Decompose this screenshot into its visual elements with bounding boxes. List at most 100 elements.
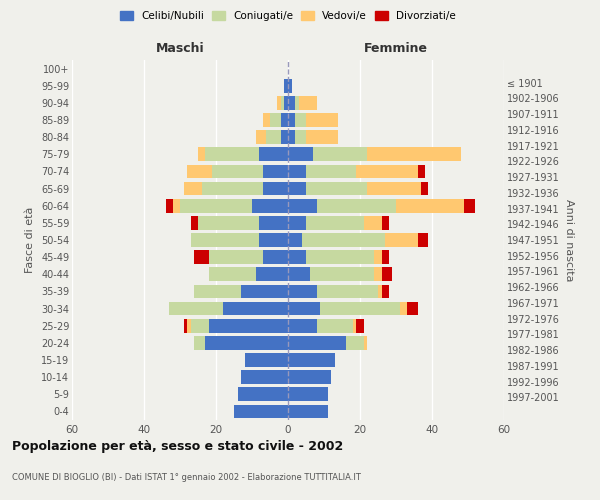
Bar	[288, 336, 346, 349]
Bar	[310, 268, 374, 281]
Bar	[364, 216, 382, 230]
Bar	[288, 319, 317, 332]
Bar	[194, 284, 241, 298]
Bar	[281, 130, 288, 144]
Bar	[306, 130, 338, 144]
Bar	[374, 268, 382, 281]
Bar	[396, 199, 464, 212]
Bar	[209, 250, 263, 264]
Bar	[288, 148, 313, 161]
Bar	[259, 148, 288, 161]
Bar	[281, 113, 288, 127]
Bar	[288, 96, 295, 110]
Bar	[187, 164, 212, 178]
Bar	[281, 96, 284, 110]
Bar	[209, 319, 288, 332]
Bar	[234, 404, 288, 418]
Bar	[288, 268, 310, 281]
Bar	[184, 319, 187, 332]
Bar	[418, 233, 428, 247]
Bar	[263, 113, 270, 127]
Bar	[263, 164, 288, 178]
Bar	[252, 199, 288, 212]
Bar	[295, 130, 306, 144]
Bar	[223, 302, 288, 316]
Bar	[288, 284, 317, 298]
Y-axis label: Fasce di età: Fasce di età	[25, 207, 35, 273]
Bar	[378, 284, 382, 298]
Bar	[198, 216, 259, 230]
Bar	[212, 164, 263, 178]
Bar	[184, 182, 202, 196]
Bar	[306, 164, 356, 178]
Bar	[367, 182, 421, 196]
Bar	[205, 336, 288, 349]
Text: COMUNE DI BIOGLIO (BI) - Dati ISTAT 1° gennaio 2002 - Elaborazione TUTTITALIA.IT: COMUNE DI BIOGLIO (BI) - Dati ISTAT 1° g…	[12, 473, 361, 482]
Bar	[256, 130, 266, 144]
Bar	[356, 164, 418, 178]
Bar	[346, 336, 364, 349]
Bar	[367, 148, 461, 161]
Bar	[288, 199, 317, 212]
Bar	[166, 199, 173, 212]
Bar	[245, 353, 288, 367]
Bar	[288, 250, 306, 264]
Bar	[288, 302, 320, 316]
Bar	[256, 268, 288, 281]
Bar	[263, 250, 288, 264]
Y-axis label: Anni di nascita: Anni di nascita	[563, 198, 574, 281]
Bar	[353, 319, 356, 332]
Bar	[284, 79, 288, 92]
Bar	[364, 336, 367, 349]
Bar	[288, 216, 306, 230]
Bar	[295, 113, 306, 127]
Bar	[385, 233, 418, 247]
Bar	[205, 148, 259, 161]
Bar	[407, 302, 418, 316]
Bar	[288, 370, 331, 384]
Bar	[320, 302, 400, 316]
Bar	[266, 130, 281, 144]
Bar	[302, 233, 385, 247]
Bar	[288, 113, 295, 127]
Bar	[263, 182, 288, 196]
Bar	[288, 353, 335, 367]
Bar	[288, 388, 328, 401]
Legend: Celibi/Nubili, Coniugati/e, Vedovi/e, Divorziati/e: Celibi/Nubili, Coniugati/e, Vedovi/e, Di…	[117, 8, 459, 24]
Bar	[241, 370, 288, 384]
Bar	[288, 79, 292, 92]
Bar	[356, 319, 364, 332]
Bar	[277, 96, 281, 110]
Bar	[382, 284, 389, 298]
Bar	[173, 199, 180, 212]
Bar	[288, 404, 328, 418]
Bar	[295, 96, 299, 110]
Text: Maschi: Maschi	[155, 42, 205, 55]
Bar	[238, 388, 288, 401]
Bar	[187, 319, 191, 332]
Bar	[288, 182, 306, 196]
Bar	[374, 250, 382, 264]
Bar	[306, 182, 367, 196]
Bar	[191, 319, 209, 332]
Bar	[191, 216, 198, 230]
Bar	[191, 233, 259, 247]
Bar	[382, 250, 389, 264]
Bar	[209, 268, 256, 281]
Bar	[198, 148, 205, 161]
Bar	[202, 182, 263, 196]
Text: Popolazione per età, sesso e stato civile - 2002: Popolazione per età, sesso e stato civil…	[12, 440, 343, 453]
Bar	[306, 216, 364, 230]
Bar	[382, 216, 389, 230]
Bar	[169, 302, 223, 316]
Bar	[306, 113, 338, 127]
Bar	[288, 233, 302, 247]
Bar	[464, 199, 475, 212]
Bar	[317, 319, 353, 332]
Bar	[259, 233, 288, 247]
Bar	[194, 336, 205, 349]
Text: Femmine: Femmine	[364, 42, 428, 55]
Bar	[421, 182, 428, 196]
Bar	[400, 302, 407, 316]
Bar	[313, 148, 367, 161]
